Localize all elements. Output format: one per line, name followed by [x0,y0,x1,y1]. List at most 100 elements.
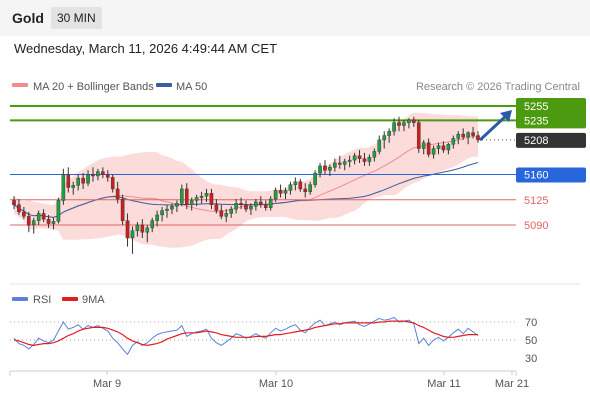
candle-body [41,213,46,220]
candle-body [426,142,431,155]
candle-body [451,138,456,145]
header-bar: Gold 30 MIN [0,0,590,36]
candle-body [56,200,61,222]
candle-body [254,201,258,207]
rsi-tick-50: 50 [525,335,537,347]
candle-body [298,181,303,190]
candle-body [357,155,362,159]
candle-body [27,216,31,226]
candle-body [461,133,465,138]
candle-body [175,203,179,207]
rsi-line [13,316,479,356]
candle-body [209,193,214,206]
candle-body [397,122,401,126]
candle-body [194,197,199,201]
candle-body [263,204,268,208]
candle-body [36,213,41,221]
candle-body [145,227,150,233]
candle-body [155,214,159,221]
candle-body [31,220,36,226]
candle-body [17,204,21,213]
candle-body [71,185,76,188]
candle-body [333,162,337,168]
candle-body [412,119,416,123]
legend-swatch-9ma [62,297,78,301]
candle-body [120,198,125,221]
candle-body [244,204,248,210]
forecast-arrow-shaft [478,113,509,142]
candle-body [234,203,238,210]
candle-body [347,159,352,162]
bollinger-band-area [14,112,478,248]
candle-body [273,190,278,200]
candle-body [416,122,421,149]
candle-body [278,190,283,194]
candle-body [224,213,229,217]
legend-rsi-label: RSI [33,294,51,306]
rsi-tick-70: 70 [525,317,537,329]
candle-body [436,145,441,149]
legend-ma20-label: MA 20 + Bollinger Bands [33,81,154,93]
datetime-label: Wednesday, March 11, 2026 4:49:44 AM CET [14,41,278,56]
candle-body [456,133,461,139]
candle-body [184,188,189,206]
candle-body [219,210,224,217]
candle-body [471,132,475,136]
candle-body [140,224,145,233]
candle-body [165,208,169,211]
candle-body [61,174,66,201]
candle-body [180,188,184,204]
candle-body [392,122,396,132]
candle-body [283,190,288,194]
candle-body [91,174,95,177]
current-price-box [516,132,586,148]
candle-body [308,184,312,193]
candle-body [125,220,130,239]
candle-body [76,177,80,186]
current-price-text: 5208 [524,135,548,147]
legend-swatch-ma20 [12,83,28,87]
legend-swatch-rsi [12,297,28,301]
x-tick-label: Mar 11 [427,378,460,390]
candle-body [421,142,426,149]
candle-body [204,193,209,197]
candle-body [342,161,347,165]
candle-body [352,155,357,161]
legend-swatch-ma50 [156,83,172,87]
resistance-label-box [516,98,586,129]
candle-body [81,177,85,184]
timeframe-badge[interactable]: 30 MIN [51,7,102,29]
pivot-label-box [516,167,586,183]
candle-body [362,158,367,162]
candle-body [51,221,56,224]
candle-body [150,220,155,229]
candle-body [328,167,332,171]
candle-body [189,200,194,206]
candle-body [407,119,411,123]
candle-body [402,122,406,126]
instrument-title: Gold [12,10,44,26]
candle-body [86,174,90,184]
candle-body [387,131,391,136]
candle-body [130,230,135,239]
candle-body [135,224,140,231]
candle-body [66,174,71,188]
candle-body [293,181,298,185]
rsi-tick-30: 30 [525,353,537,365]
candle-body [12,200,16,206]
candle-body [110,177,115,190]
candle-body [372,151,377,158]
candle-body [303,188,308,193]
candle-body [323,165,327,171]
candle-body [476,135,480,141]
rsi-9ma-line [13,320,478,347]
candle-body [382,135,387,141]
candle-body [249,206,253,210]
legend-ma50-label: MA 50 [176,81,207,93]
x-tick-label: Mar 21 [495,378,529,390]
legend-9ma-label: 9MA [82,294,105,306]
candle-body [431,148,436,155]
candle-body [105,174,110,178]
candle-body [313,172,317,185]
